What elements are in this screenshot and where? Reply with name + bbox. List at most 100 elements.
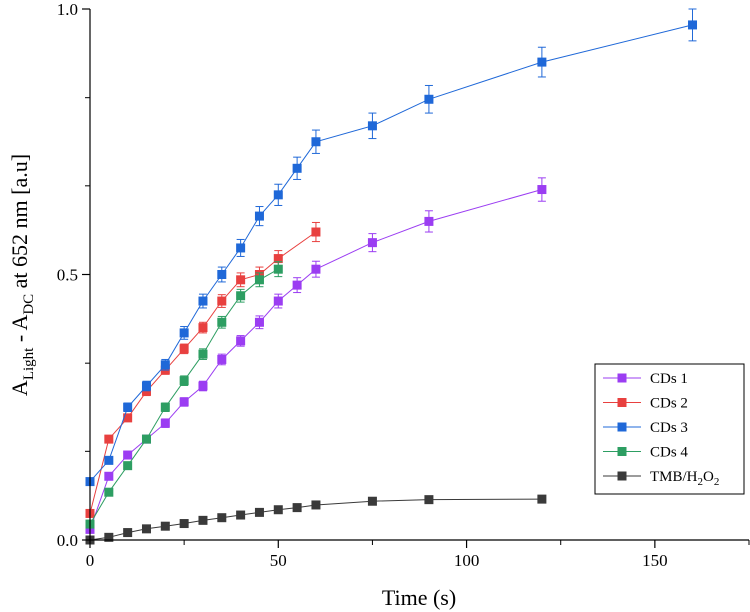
series-3-point: [292, 163, 302, 173]
series-3-point: [367, 121, 377, 131]
series-1-point: [424, 216, 434, 226]
series-1-point: [198, 381, 208, 391]
series-1-point: [123, 450, 133, 460]
series-1-point: [236, 336, 246, 346]
series-5-point: [273, 505, 283, 515]
legend-item: CDs 2: [603, 396, 688, 412]
series-3-point: [311, 137, 321, 147]
series-1-point: [217, 354, 227, 364]
series-4-point: [254, 275, 264, 285]
series-1-point: [254, 317, 264, 327]
series-3-point: [198, 296, 208, 306]
series-5-point: [292, 503, 302, 513]
legend-marker: [617, 422, 627, 432]
legend-item: CDs 4: [603, 445, 688, 461]
legend-label: CDs 2: [650, 396, 688, 412]
legend-label: CDs 3: [650, 420, 688, 436]
series-3-point: [688, 20, 698, 30]
series-5-point: [141, 524, 151, 534]
series-4-point: [104, 487, 114, 497]
series-3-point: [236, 243, 246, 253]
series-5-point: [537, 494, 547, 504]
series-3-point: [424, 94, 434, 104]
x-tick-label: 0: [86, 551, 95, 570]
series-3-point: [273, 190, 283, 200]
series-1-point: [104, 471, 114, 481]
series-4: [85, 261, 283, 529]
y-tick-label: 0.5: [57, 266, 78, 285]
series-1-point: [160, 418, 170, 428]
legend-marker: [617, 471, 627, 481]
series-3: [85, 8, 698, 487]
legend-marker: [617, 447, 627, 456]
series-3-point: [537, 57, 547, 67]
series-2-point: [104, 434, 114, 444]
series-1-point: [292, 280, 302, 290]
plot-area: [85, 8, 698, 545]
series-1-point: [273, 296, 283, 306]
legend: CDs 1 CDs 2 CDs 3 CDs 4 TMB/H2O2: [594, 363, 745, 495]
legend-marker: [617, 373, 627, 383]
series-4-point: [217, 317, 227, 327]
series-5-point: [198, 515, 208, 525]
series-2-point: [179, 344, 189, 354]
axes: 0 50 100 150 0.0 0.5 1.0: [57, 0, 750, 570]
series-1-point: [179, 397, 189, 407]
series-5: [85, 494, 547, 545]
legend-label: CDs 4: [650, 445, 688, 461]
series-4-point: [160, 402, 170, 412]
series-3-point: [179, 328, 189, 338]
series-2-point: [236, 275, 246, 285]
series-4-point: [123, 461, 133, 471]
series-5-point: [217, 513, 227, 523]
y-tick-label: 0.0: [57, 531, 78, 550]
series-3-point: [104, 455, 114, 465]
series-3-point: [141, 381, 151, 391]
series-5-point: [367, 496, 377, 506]
series-3-point: [160, 360, 170, 370]
legend-marker: [617, 398, 627, 407]
y-axis-title-sub-dc: DC: [21, 294, 37, 315]
series-1-point: [367, 238, 377, 248]
y-axis-title-a: A: [7, 380, 32, 396]
series-4-line: [89, 268, 279, 525]
y-axis-title-sub-light: Light: [21, 347, 37, 380]
series-3-point: [217, 270, 227, 279]
y-axis-title-tail: at 652 nm [a.u]: [7, 154, 32, 294]
series-2-point: [273, 254, 283, 264]
series-5-point: [123, 528, 133, 538]
series-1-point: [537, 185, 547, 195]
y-axis-title-mid: - A: [7, 315, 32, 348]
legend-item: CDs 3: [603, 420, 688, 436]
series-5-line: [89, 498, 542, 541]
legend-label: TMB/H2O2: [650, 469, 719, 488]
series-4-point: [273, 264, 283, 274]
legend-item: TMB/H2O2: [603, 469, 719, 488]
series-5-point: [236, 510, 246, 520]
series-1-line: [89, 189, 543, 530]
series-5-point: [254, 507, 264, 517]
legend-label: CDs 1: [650, 371, 688, 387]
series-2-point: [141, 386, 151, 396]
x-tick-label: 150: [642, 551, 668, 570]
series-5-point: [104, 532, 114, 542]
series-4-point: [179, 376, 189, 386]
series-2: [85, 221, 321, 518]
series-3-point: [123, 402, 133, 412]
series-4-point: [198, 349, 208, 359]
legend-item: CDs 1: [603, 371, 688, 387]
x-axis-title: Time (s): [382, 585, 456, 610]
series-2-point: [123, 413, 133, 423]
series-5-point: [424, 495, 434, 505]
series-5-point: [311, 500, 321, 510]
series-5-point: [160, 521, 170, 531]
y-tick-label: 1.0: [57, 0, 78, 19]
series-5-point: [179, 519, 189, 529]
series-2-point: [198, 323, 208, 333]
series-4-point: [141, 434, 151, 444]
series-3-point: [254, 211, 264, 221]
x-tick-label: 100: [454, 551, 480, 570]
y-axis-title: ALight - ADC at 652 nm [a.u]: [7, 154, 37, 396]
series-2-point: [311, 227, 321, 237]
